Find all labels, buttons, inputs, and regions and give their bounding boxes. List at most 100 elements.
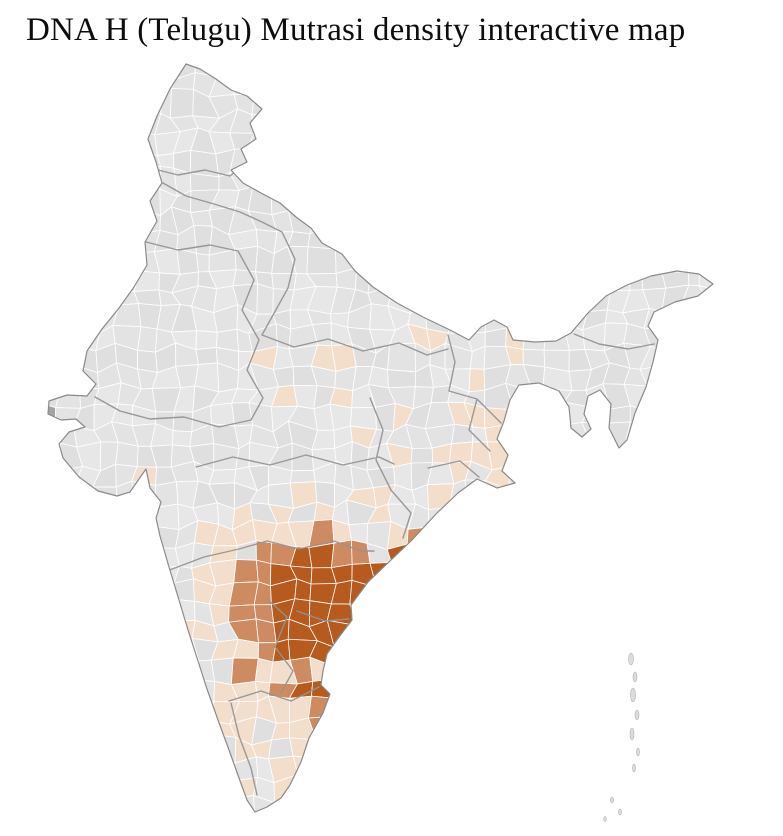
district[interactable] <box>488 71 511 95</box>
district[interactable] <box>708 487 724 508</box>
district[interactable] <box>130 579 161 608</box>
district[interactable] <box>389 675 416 707</box>
district[interactable] <box>643 385 665 411</box>
district[interactable] <box>508 620 525 648</box>
district[interactable] <box>291 150 317 174</box>
district[interactable] <box>627 814 648 836</box>
district[interactable] <box>547 600 573 620</box>
district[interactable] <box>411 577 435 605</box>
district[interactable] <box>688 780 711 804</box>
district[interactable] <box>55 585 83 603</box>
district[interactable] <box>589 741 608 762</box>
district[interactable] <box>384 224 411 249</box>
district[interactable] <box>585 50 607 75</box>
district[interactable] <box>506 696 533 717</box>
district[interactable] <box>407 721 435 739</box>
district[interactable] <box>216 734 237 764</box>
district[interactable] <box>468 679 491 704</box>
district[interactable] <box>306 246 337 275</box>
district[interactable] <box>529 773 550 801</box>
district[interactable] <box>604 754 630 782</box>
district[interactable] <box>685 684 708 705</box>
district[interactable] <box>150 617 177 645</box>
district[interactable] <box>349 107 373 134</box>
district[interactable] <box>275 89 298 113</box>
district[interactable] <box>660 390 690 409</box>
district[interactable] <box>561 290 589 313</box>
district[interactable] <box>700 580 726 608</box>
district[interactable] <box>115 619 139 644</box>
district[interactable] <box>112 303 142 328</box>
district[interactable] <box>702 759 726 781</box>
district[interactable] <box>698 224 727 255</box>
district[interactable] <box>668 483 682 507</box>
district[interactable] <box>409 636 436 661</box>
district[interactable] <box>36 265 64 294</box>
district[interactable] <box>664 799 690 822</box>
district[interactable] <box>465 108 495 132</box>
district[interactable] <box>581 505 613 528</box>
district[interactable] <box>385 636 414 661</box>
district[interactable] <box>483 754 506 783</box>
district[interactable] <box>510 152 530 171</box>
district[interactable] <box>94 734 122 762</box>
district[interactable] <box>522 600 550 622</box>
district[interactable] <box>404 56 436 78</box>
district[interactable] <box>467 71 491 97</box>
district[interactable] <box>604 579 632 605</box>
district[interactable] <box>132 738 155 763</box>
district[interactable] <box>189 794 215 818</box>
district[interactable] <box>680 210 711 237</box>
district[interactable] <box>34 656 59 685</box>
district[interactable] <box>564 466 592 490</box>
district[interactable] <box>546 618 567 644</box>
district[interactable] <box>484 626 514 647</box>
district[interactable] <box>621 637 651 667</box>
district[interactable] <box>681 345 711 373</box>
district[interactable] <box>412 617 436 644</box>
district[interactable] <box>645 186 665 209</box>
district[interactable] <box>527 52 553 73</box>
district[interactable] <box>35 91 62 119</box>
district[interactable] <box>307 778 335 799</box>
district[interactable] <box>306 169 337 195</box>
district[interactable] <box>605 186 630 215</box>
district[interactable] <box>427 800 454 820</box>
district[interactable] <box>151 698 178 727</box>
district[interactable] <box>392 134 411 156</box>
district[interactable] <box>451 641 469 662</box>
district[interactable] <box>79 126 103 154</box>
district[interactable] <box>563 821 590 836</box>
district[interactable] <box>158 818 177 836</box>
district[interactable] <box>349 695 378 724</box>
district[interactable] <box>720 131 744 156</box>
district[interactable] <box>565 187 583 210</box>
district[interactable] <box>426 583 454 605</box>
district[interactable] <box>38 205 62 236</box>
district[interactable] <box>523 636 551 666</box>
district[interactable] <box>150 754 180 784</box>
district[interactable] <box>563 127 593 154</box>
district[interactable] <box>53 528 83 550</box>
district[interactable] <box>289 469 316 484</box>
district[interactable] <box>701 343 729 373</box>
district[interactable] <box>601 449 626 468</box>
district[interactable] <box>429 558 453 585</box>
district[interactable] <box>581 91 611 117</box>
district[interactable] <box>110 244 141 272</box>
district[interactable] <box>642 761 669 780</box>
district[interactable] <box>721 716 747 741</box>
district[interactable] <box>55 794 83 820</box>
district[interactable] <box>680 460 710 489</box>
district[interactable] <box>621 715 649 738</box>
district[interactable] <box>483 165 512 191</box>
district[interactable] <box>563 559 588 590</box>
district[interactable] <box>542 559 567 589</box>
district[interactable] <box>348 228 369 256</box>
district[interactable] <box>173 698 194 726</box>
district[interactable] <box>352 254 373 269</box>
district[interactable] <box>93 166 122 193</box>
island-district[interactable] <box>632 763 636 773</box>
district[interactable] <box>645 719 668 741</box>
